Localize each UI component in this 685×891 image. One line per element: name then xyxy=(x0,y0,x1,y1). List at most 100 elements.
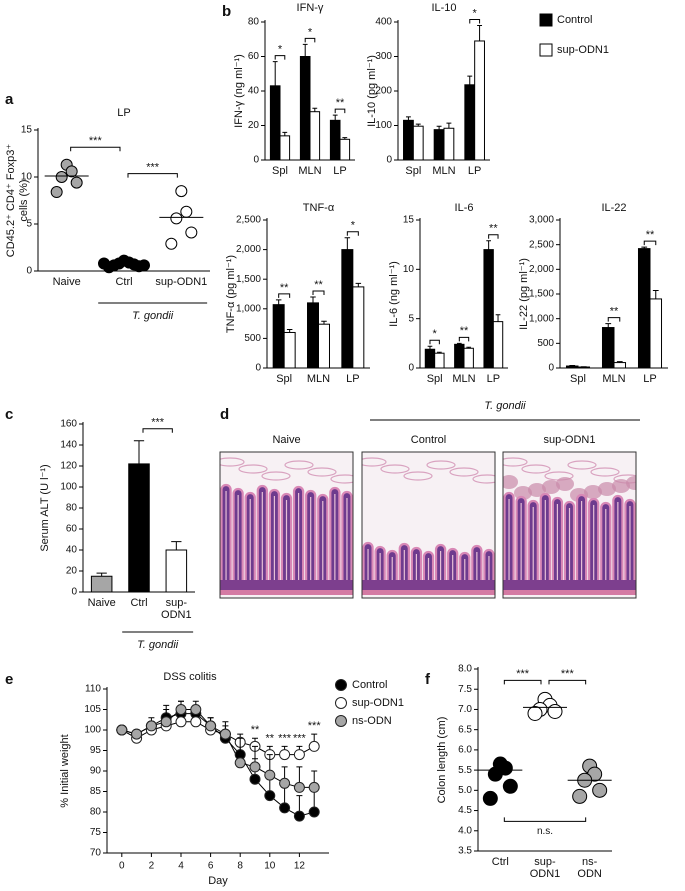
y-tick-label: 40 xyxy=(248,86,260,97)
dot xyxy=(572,788,588,804)
error-bar xyxy=(436,125,442,130)
x-tick-label: 6 xyxy=(208,861,214,872)
y-tick-label: 1,500 xyxy=(236,274,261,285)
dot xyxy=(180,205,193,218)
error-bar xyxy=(275,299,282,305)
mucosa-base xyxy=(362,580,495,592)
significance-bracket xyxy=(274,55,286,60)
bar xyxy=(434,352,445,369)
bar xyxy=(412,125,424,161)
y-axis-label: cells (%) xyxy=(18,179,30,221)
point xyxy=(308,806,320,818)
bar xyxy=(474,40,485,161)
x-tick-label-box: MLN xyxy=(602,373,626,385)
y-tick-label: 80 xyxy=(66,503,78,514)
x-tick-label: 8 xyxy=(237,861,243,872)
dot xyxy=(70,176,83,189)
bar xyxy=(649,298,663,369)
point xyxy=(219,728,231,740)
comparison-bracket xyxy=(127,173,178,178)
significance-label: ** xyxy=(251,724,260,736)
tissue-wisp xyxy=(590,467,620,477)
bar xyxy=(613,362,627,369)
image-frame xyxy=(219,451,354,599)
point xyxy=(249,761,261,773)
x-tick-label-box: LP xyxy=(468,165,481,177)
x-tick-label: sup-ODN1 xyxy=(529,856,561,880)
dot xyxy=(165,237,178,250)
x-tick-label-box: sup-ODN1 xyxy=(155,276,207,288)
x-tick-label-box: Ctrl xyxy=(130,597,147,609)
error-bar xyxy=(310,296,316,303)
dot xyxy=(502,778,518,794)
chart-title: IL-10 xyxy=(431,2,456,14)
x-tick-label-box: Naive xyxy=(88,597,116,609)
x-tick-label: Ctrl xyxy=(491,856,509,868)
tissue-wisp xyxy=(220,457,245,467)
point xyxy=(279,777,291,789)
significance-label: ** xyxy=(460,325,469,337)
dot xyxy=(55,171,68,183)
panel-letter: e xyxy=(5,671,13,688)
error-bar xyxy=(446,122,452,129)
legend-label: Control xyxy=(557,14,592,26)
dot xyxy=(527,705,543,721)
y-axis-label: Serum ALT (U l⁻¹) xyxy=(39,464,51,551)
y-tick-label: 0 xyxy=(253,155,259,166)
x-tick-label: MLN xyxy=(602,373,626,385)
point xyxy=(116,724,128,736)
panel-letter: f xyxy=(425,671,431,688)
y-tick-label: 5.0 xyxy=(458,785,472,796)
y-tick-label: 80 xyxy=(248,17,260,28)
error-bar xyxy=(282,131,288,136)
x-tick-label-box: ns-ODN xyxy=(577,856,602,880)
significance-bracket xyxy=(278,293,291,298)
bar xyxy=(454,343,465,369)
point xyxy=(308,781,320,793)
bar xyxy=(565,365,579,369)
error-bar xyxy=(133,440,145,464)
point xyxy=(190,704,202,715)
y-tick-label: 500 xyxy=(537,338,554,349)
point xyxy=(205,720,217,732)
x-tick-label: 10 xyxy=(264,861,276,872)
y-tick-label: 5 xyxy=(408,313,414,324)
bar xyxy=(299,56,311,161)
significance-label: ** xyxy=(489,223,498,235)
chart-title: LP xyxy=(117,107,130,119)
comparison-bracket xyxy=(70,146,121,152)
legend-label: sup-ODN1 xyxy=(352,697,404,709)
error-bar xyxy=(405,116,411,121)
chart-title: IL-22 xyxy=(601,202,626,214)
y-tick-label: 15 xyxy=(403,215,415,226)
y-axis-label: IL-10 (pg ml⁻¹) xyxy=(366,55,378,127)
x-tick-label: MLN xyxy=(432,165,456,177)
image-title: Naive xyxy=(272,434,300,446)
significance-label: * xyxy=(308,26,313,38)
y-tick-label: 40 xyxy=(66,545,78,556)
bar xyxy=(403,119,414,161)
group-label: T. gondii xyxy=(137,639,179,651)
debris xyxy=(626,476,636,490)
x-tick-label: ns-ODN xyxy=(577,856,602,880)
y-tick-label: 6.0 xyxy=(458,745,472,756)
x-tick-label: sup-ODN1 xyxy=(161,597,192,621)
x-tick-label-box: MLN xyxy=(298,165,321,177)
error-bar xyxy=(171,541,182,550)
significance-label: ** xyxy=(280,282,289,294)
y-tick-label: 6.5 xyxy=(458,724,472,735)
x-tick-label-box: Spl xyxy=(427,373,443,385)
y-tick-label: 4.0 xyxy=(458,825,472,836)
error-bar xyxy=(96,572,107,577)
legend-marker xyxy=(335,715,347,727)
y-tick-label: 110 xyxy=(85,684,101,695)
x-tick-label: Spl xyxy=(405,165,422,177)
x-tick-label-box: MLN xyxy=(452,373,475,385)
y-tick-label: 70 xyxy=(90,848,102,859)
comparison-bracket xyxy=(503,817,587,822)
dot xyxy=(98,257,110,270)
legend-swatch xyxy=(539,13,553,27)
error-bar xyxy=(486,240,491,250)
y-axis-label: IL-6 (ng ml⁻¹) xyxy=(388,261,400,327)
point xyxy=(145,720,157,732)
